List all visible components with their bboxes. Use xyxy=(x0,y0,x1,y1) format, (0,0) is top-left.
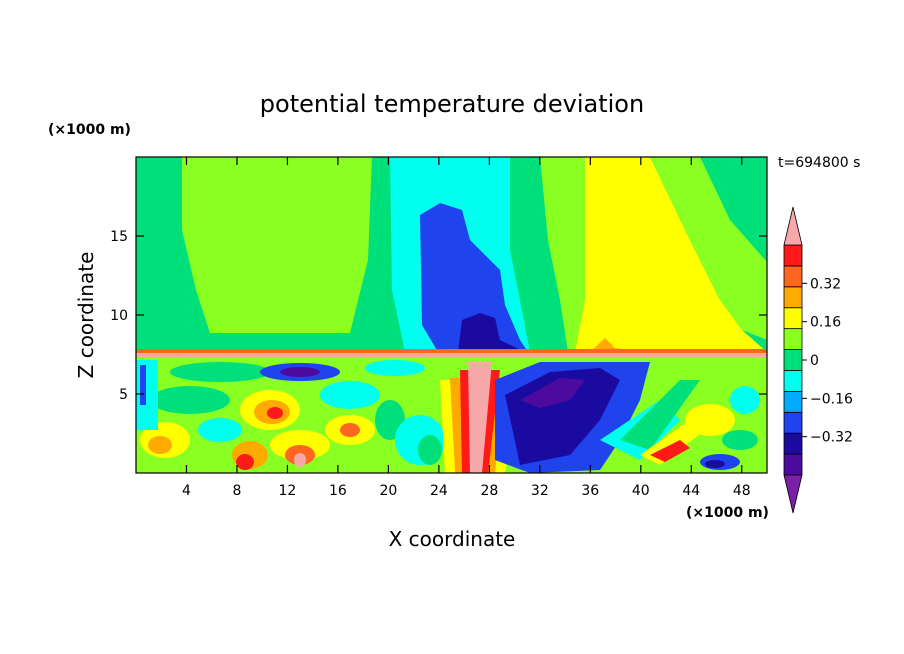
colorbar-tick-label: −0.32 xyxy=(810,430,853,446)
neutral-band-left xyxy=(350,157,420,352)
colorbar-swatch xyxy=(783,265,803,288)
colorbar-tick-label: 0.16 xyxy=(810,315,841,331)
right-eddy-warm xyxy=(685,404,735,436)
left-boundary-streak-core xyxy=(140,365,146,405)
x-axis-label: X coordinate xyxy=(389,527,516,551)
x-tick-label: 20 xyxy=(379,483,397,499)
y-tick-label: 15 xyxy=(110,229,128,245)
y-tick-label: 10 xyxy=(110,308,128,324)
colorbar-swatch xyxy=(783,453,803,476)
colorbar-swatch xyxy=(783,411,803,434)
colorbar-extend-max xyxy=(783,206,803,246)
y-unit-label: (×1000 m) xyxy=(48,122,131,138)
chart-title: potential temperature deviation xyxy=(260,90,644,118)
edge-band-left xyxy=(136,157,182,310)
colorbar-swatch xyxy=(783,307,803,330)
x-tick-label: 36 xyxy=(581,483,599,499)
warm-plume-center xyxy=(468,362,492,473)
positive-column-right xyxy=(575,157,767,352)
cold-region-core xyxy=(505,368,620,465)
colorbar-tick-label: −0.16 xyxy=(810,391,853,407)
lower-turbulent-eddies xyxy=(140,360,445,470)
y-tick-label: 5 xyxy=(119,387,128,403)
x-tick-label: 8 xyxy=(232,483,241,499)
right-eddy-neutral xyxy=(722,430,758,450)
colorbar-swatch xyxy=(783,370,803,392)
x-unit-label: (×1000 m) xyxy=(686,505,769,521)
time-label: t=694800 s xyxy=(778,155,860,171)
edge-band-right xyxy=(700,157,767,262)
x-tick-label: 4 xyxy=(182,483,191,499)
hot-streak xyxy=(650,440,690,462)
interface-line-core xyxy=(136,353,767,357)
x-tick-label: 48 xyxy=(733,483,751,499)
x-tick-label: 32 xyxy=(531,483,549,499)
colorbar-swatch xyxy=(783,328,803,350)
cold-region-center xyxy=(520,378,585,408)
x-axis-ticks: 4 8 12 16 20 24 28 32 36 40 44 48 xyxy=(182,157,751,499)
colorbar-tick-label: 0.32 xyxy=(810,276,841,292)
y-axis-label: Z coordinate xyxy=(74,252,98,379)
warm-patch xyxy=(590,338,640,352)
colorbar-swatch xyxy=(783,349,803,371)
left-boundary-streak xyxy=(136,360,158,430)
colorbar-tick-label: 0 xyxy=(810,353,819,369)
right-eddy-cool xyxy=(730,386,760,414)
interface-line xyxy=(136,349,767,354)
positive-band-left xyxy=(182,157,372,333)
right-eddy-cold-core xyxy=(705,460,725,468)
x-tick-label: 12 xyxy=(279,483,297,499)
x-tick-label: 44 xyxy=(682,483,700,499)
positive-band-center xyxy=(540,157,590,352)
y-axis-ticks: 5 10 15 xyxy=(110,229,767,403)
x-tick-label: 24 xyxy=(430,483,448,499)
x-tick-label: 40 xyxy=(632,483,650,499)
colorbar-swatch xyxy=(783,244,803,267)
neutral-streak xyxy=(620,380,700,450)
colorbar-extend-min xyxy=(783,474,803,514)
colorbar-swatch xyxy=(783,390,803,413)
x-tick-label: 16 xyxy=(329,483,347,499)
colorbar-swatch xyxy=(783,286,803,309)
negative-column-base xyxy=(458,313,525,352)
colorbar-swatch xyxy=(783,432,803,455)
x-tick-label: 28 xyxy=(480,483,498,499)
colorbar: 0.32 0.16 0 −0.16 −0.32 xyxy=(783,206,853,514)
potential-temperature-field xyxy=(136,157,767,473)
negative-column-core xyxy=(420,203,528,352)
